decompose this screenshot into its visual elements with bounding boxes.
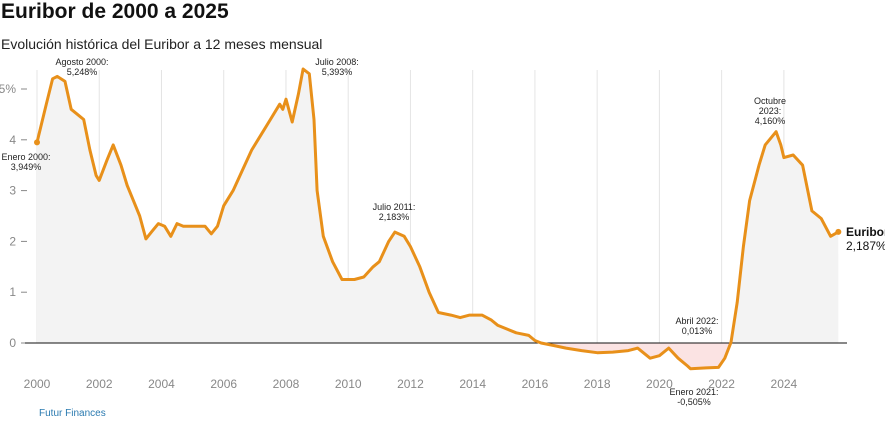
x-tick-label: 2014 <box>459 377 486 391</box>
annotation-value: -0,505% <box>677 397 711 407</box>
x-tick-label: 2010 <box>335 377 362 391</box>
x-tick-label: 2024 <box>771 377 798 391</box>
x-tick-label: 2000 <box>24 377 51 391</box>
annotation-value: 3,949% <box>11 162 42 172</box>
annotation-value: 5,393% <box>322 67 353 77</box>
annotation-label: Julio 2008: <box>315 57 359 67</box>
y-tick-label: 2 <box>9 234 16 248</box>
x-tick-label: 2002 <box>86 377 113 391</box>
annotation-label: Agosto 2000: <box>55 57 108 67</box>
annotation-label: Enero 2000: <box>1 152 50 162</box>
chart-title: Euribor de 2000 a 2025 <box>1 0 229 23</box>
x-tick-label: 2012 <box>397 377 424 391</box>
annotation-label: Octubre <box>754 96 786 106</box>
x-tick-label: 2004 <box>148 377 175 391</box>
y-tick-label: 0 <box>9 336 16 350</box>
annotation-value: 4,160% <box>755 116 786 126</box>
annotation-value: 2,183% <box>379 212 410 222</box>
y-tick-label: 4 <box>9 133 16 147</box>
x-tick-label: 2022 <box>708 377 735 391</box>
source-label[interactable]: Futur Finances <box>39 408 106 419</box>
annotation-value: 5,248% <box>67 67 98 77</box>
annotation-label: Enero 2021: <box>669 387 718 397</box>
series-end-value: 2,187% <box>846 239 885 253</box>
negative-area-fill <box>37 343 839 369</box>
x-tick-label: 2016 <box>522 377 549 391</box>
y-tick-label: 1 <box>9 285 16 299</box>
x-tick-label: 2020 <box>646 377 673 391</box>
y-tick-label: 3 <box>9 184 16 198</box>
y-tick-label: 5% <box>0 82 16 96</box>
chart-subtitle: Evolución histórica del Euribor a 12 mes… <box>1 36 323 52</box>
data-point <box>835 228 842 235</box>
annotation-label: 2023: <box>759 106 782 116</box>
series-line-euribor <box>35 67 840 371</box>
annotation-value: 0,013% <box>682 326 713 336</box>
annotation-label: Abril 2022: <box>675 316 718 326</box>
x-tick-label: 2008 <box>273 377 300 391</box>
area-fill <box>37 69 839 369</box>
x-tick-label: 2006 <box>210 377 237 391</box>
data-point <box>34 139 40 146</box>
annotation-label: Julio 2011: <box>373 202 416 212</box>
x-tick-label: 2018 <box>584 377 611 391</box>
series-label: Euribor <box>846 225 885 239</box>
